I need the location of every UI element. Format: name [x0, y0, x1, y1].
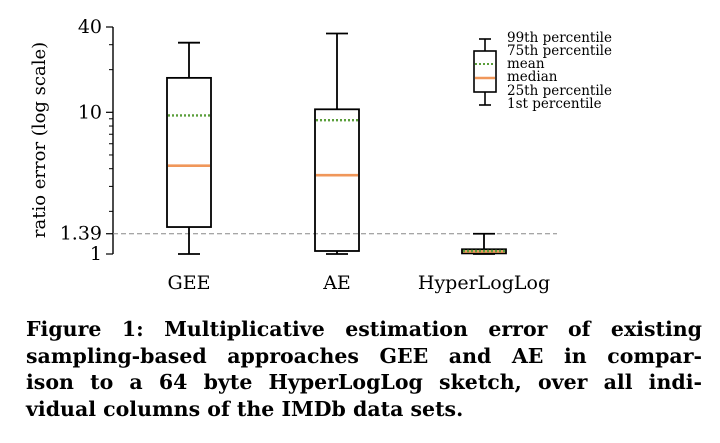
caption-line: Figure 1: Multiplicative estimation erro… [26, 317, 702, 341]
caption-line: sampling-based approaches GEE and AE in … [26, 343, 702, 368]
y-tick-label: 10 [78, 101, 102, 123]
legend-entry: median [507, 69, 558, 85]
caption-line: ison to a 64 byte HyperLogLog sketch, ov… [26, 370, 702, 394]
box-hyperloglog [461, 232, 507, 255]
box-plot-chart: 11.39 10 40 ratio error (log scale) GEE AE Hyp… [29, 16, 612, 294]
box-gee [166, 41, 212, 255]
legend-entry: 75th percentile [507, 43, 612, 59]
axes: 11.39 10 40 ratio error (log scale) GEE AE Hyp… [29, 16, 557, 294]
iqr-box [166, 76, 212, 228]
boxes [166, 32, 507, 255]
x-category-label: HyperLogLog [418, 272, 550, 294]
legend-entry: 25th percentile [507, 83, 612, 99]
legend-entry: mean [507, 56, 545, 72]
iqr-box [461, 248, 507, 255]
legend-entry: 99th percentile [507, 30, 612, 46]
x-category-label: GEE [168, 272, 211, 294]
iqr-box [314, 108, 360, 252]
figure-caption: Figure 1: Multiplicative estimation erro… [26, 316, 702, 422]
legend-entry: 1st percentile [507, 96, 602, 112]
x-category-label: AE [322, 272, 351, 294]
caption-line: vidual columns of the IMDb data sets. [26, 396, 464, 421]
y-tick-label: 40 [78, 16, 102, 38]
box-ae [314, 32, 360, 255]
y-tick-label: 1.39 [60, 223, 102, 245]
y-tick-label: 1 [90, 243, 102, 265]
legend-box [473, 50, 497, 93]
y-axis-label: ratio error (log scale) [29, 42, 50, 238]
